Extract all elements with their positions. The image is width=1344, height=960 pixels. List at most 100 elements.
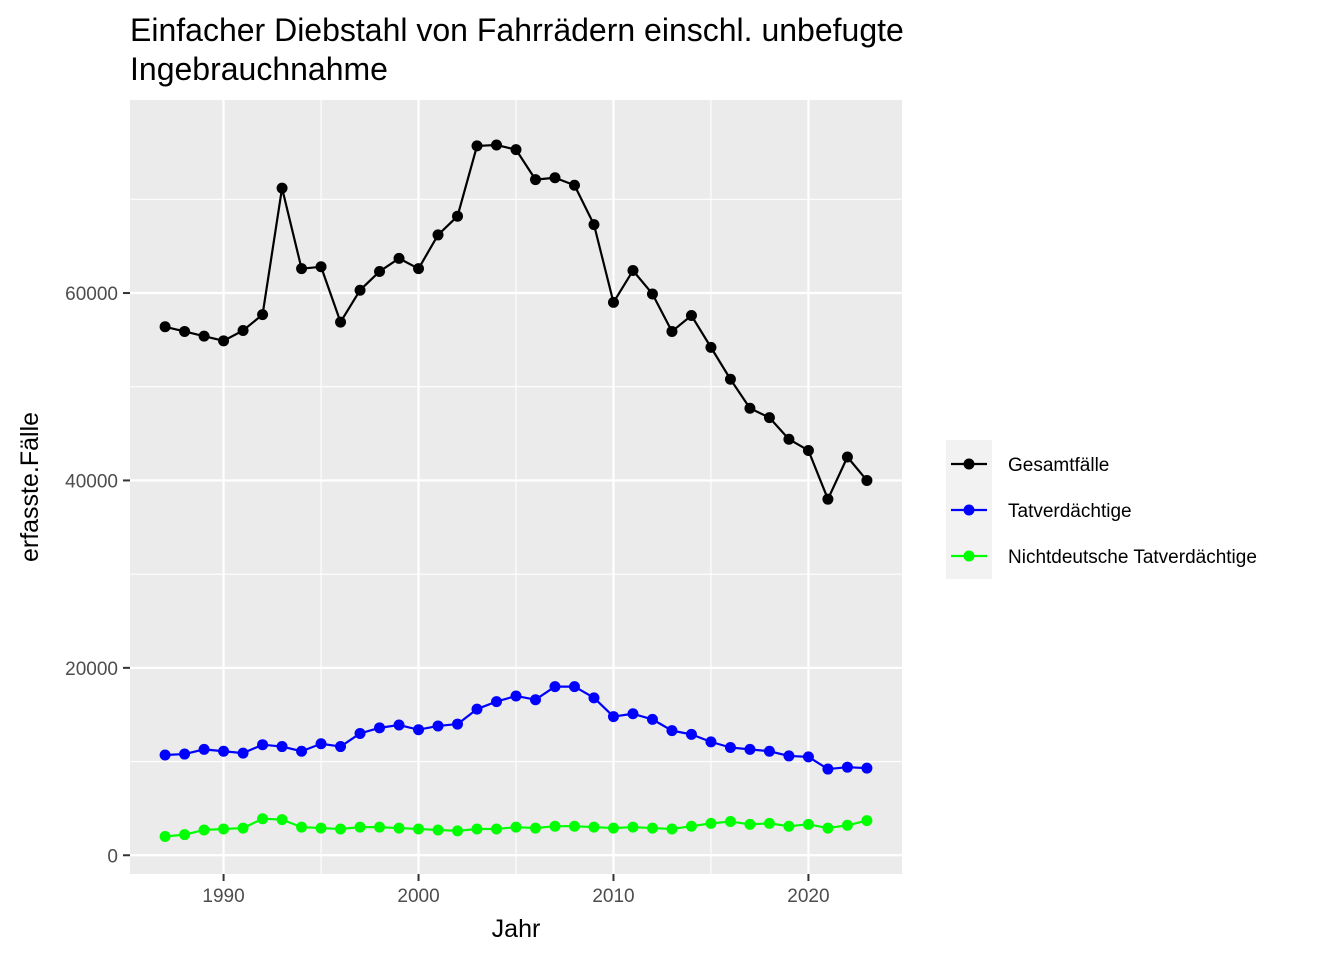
data-point xyxy=(685,310,697,322)
data-point xyxy=(335,316,347,328)
data-point xyxy=(841,761,853,773)
data-point xyxy=(159,831,171,843)
chart-title: Einfacher Diebstahl von Fahrrädern einsc… xyxy=(130,12,908,87)
x-tick-label: 2000 xyxy=(397,886,439,907)
legend-label: Nichtdeutsche Tatverdächtige xyxy=(1008,547,1257,568)
data-point xyxy=(705,736,717,748)
x-axis-title: Jahr xyxy=(492,915,541,943)
data-point xyxy=(296,821,308,833)
data-point xyxy=(198,743,210,755)
data-point xyxy=(822,763,834,775)
data-point xyxy=(705,341,717,353)
data-point xyxy=(374,265,386,277)
data-point xyxy=(276,182,288,194)
data-point xyxy=(763,745,775,757)
data-point xyxy=(276,741,288,753)
legend-key-point xyxy=(963,504,975,516)
x-tick-label: 2020 xyxy=(787,886,829,907)
data-point xyxy=(237,822,249,834)
data-point xyxy=(627,708,639,720)
data-point xyxy=(179,325,191,337)
data-point xyxy=(198,824,210,836)
x-tick-label: 2010 xyxy=(592,886,634,907)
data-point xyxy=(296,745,308,757)
data-point xyxy=(841,819,853,831)
data-point xyxy=(744,743,756,755)
major-gridlines xyxy=(130,100,902,874)
chart-title-line-1: Einfacher Diebstahl von Fahrrädern einsc… xyxy=(130,12,904,48)
y-tick-label: 20000 xyxy=(65,659,118,680)
series-2 xyxy=(159,681,873,775)
data-point xyxy=(685,820,697,832)
data-point xyxy=(568,820,580,832)
data-point xyxy=(666,823,678,835)
data-point xyxy=(257,813,269,825)
chart-title-line-2: Ingebrauchnahme xyxy=(130,51,388,87)
data-point xyxy=(354,821,366,833)
data-point xyxy=(179,829,191,841)
x-tick-label: 1990 xyxy=(202,886,244,907)
data-point xyxy=(510,690,522,702)
data-point xyxy=(237,325,249,337)
data-point xyxy=(646,822,658,834)
data-point xyxy=(374,722,386,734)
data-point xyxy=(705,817,717,829)
data-point xyxy=(510,821,522,833)
data-point xyxy=(218,823,230,835)
data-point xyxy=(257,739,269,751)
data-point xyxy=(861,762,873,774)
y-tick-label: 0 xyxy=(107,846,118,867)
data-point xyxy=(627,265,639,277)
data-point xyxy=(861,474,873,486)
data-point xyxy=(646,713,658,725)
data-point xyxy=(432,720,444,732)
data-point xyxy=(822,493,834,505)
data-point xyxy=(452,210,464,222)
data-point xyxy=(646,288,658,300)
y-tick-label: 40000 xyxy=(65,471,118,492)
data-point xyxy=(763,817,775,829)
data-point xyxy=(296,263,308,275)
y-axis-title: erfasste.Fälle xyxy=(16,412,44,562)
data-point xyxy=(510,144,522,156)
data-point xyxy=(783,820,795,832)
data-point xyxy=(354,284,366,296)
data-point xyxy=(802,751,814,763)
legend: Gesamtfälle Tatverdächtige Nichtdeutsche T… xyxy=(946,440,1257,579)
data-point xyxy=(783,433,795,445)
data-point xyxy=(744,818,756,830)
data-point xyxy=(588,692,600,704)
data-point xyxy=(607,296,619,308)
data-point xyxy=(374,821,386,833)
data-point xyxy=(354,727,366,739)
data-point xyxy=(452,718,464,730)
data-point xyxy=(393,719,405,731)
data-point xyxy=(529,694,541,706)
minor-gridlines xyxy=(130,100,902,874)
x-axis: 1990 2000 2010 2020 xyxy=(202,874,830,907)
data-point xyxy=(588,821,600,833)
data-point xyxy=(491,139,503,151)
data-point xyxy=(724,741,736,753)
data-point xyxy=(198,330,210,342)
data-point xyxy=(588,219,600,231)
data-point xyxy=(432,229,444,241)
data-point xyxy=(802,444,814,456)
data-point xyxy=(529,822,541,834)
data-point xyxy=(491,823,503,835)
data-point xyxy=(861,815,873,827)
data-point xyxy=(627,821,639,833)
data-point xyxy=(763,412,775,424)
series-layer xyxy=(159,139,873,843)
data-point xyxy=(724,816,736,828)
data-point xyxy=(471,823,483,835)
data-point xyxy=(549,820,561,832)
legend-key-point xyxy=(963,550,975,562)
data-point xyxy=(452,825,464,837)
legend-item: Gesamtfälle xyxy=(951,455,1109,476)
series-1 xyxy=(159,139,873,505)
data-point xyxy=(607,822,619,834)
data-point xyxy=(783,750,795,762)
data-point xyxy=(822,822,834,834)
